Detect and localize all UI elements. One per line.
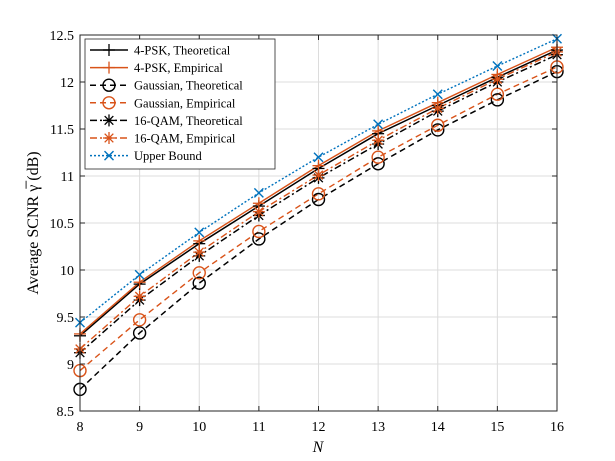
- series-5-point: [133, 290, 146, 303]
- x-tick-label: 12: [312, 420, 326, 435]
- legend-marker-6: [104, 150, 114, 161]
- series-line-3: [79, 66, 558, 372]
- x-tick-label: 14: [431, 420, 445, 435]
- legend-entry-5: 16-QAM, Empirical: [134, 132, 236, 146]
- x-tick-label: 10: [192, 420, 206, 435]
- x-tick-label: 16: [550, 420, 564, 435]
- legend-marker-4: [103, 114, 115, 127]
- legend-marker-5: [103, 132, 115, 144]
- series-2-point: [371, 157, 385, 171]
- series-6-point: [313, 152, 324, 163]
- series-5-point: [312, 169, 325, 182]
- legend-box: [84, 38, 276, 170]
- series-2-point: [490, 93, 505, 107]
- y-tick-label: 12.5: [50, 29, 75, 44]
- series-3-point: [431, 118, 445, 132]
- x-tick-label: 9: [136, 420, 143, 435]
- x-tick-label: 13: [371, 420, 385, 435]
- legend-entry-4: 16-QAM, Theoretical: [134, 114, 243, 128]
- y-tick-label: 11: [61, 170, 74, 185]
- x-tick-label: 15: [490, 420, 504, 435]
- y-tick-labels: 8.5 9 9.5 10 10.5 11 11.5 12 12.5: [50, 29, 75, 420]
- y-tick-label: 11.5: [50, 123, 74, 138]
- legend-entry-6: Upper Bound: [134, 149, 202, 163]
- axis-ticks: [79, 34, 558, 412]
- series-2-point: [192, 276, 206, 290]
- series-1-point: [193, 234, 206, 247]
- series-6-point: [432, 89, 443, 100]
- y-tick-label: 9: [67, 358, 74, 373]
- series-5-point: [372, 134, 385, 147]
- legend-marker-0: [103, 44, 115, 56]
- series-6-point: [492, 61, 503, 72]
- series-2-point: [311, 192, 326, 207]
- series-line-6: [79, 38, 558, 324]
- series-2-point: [431, 123, 445, 137]
- series-5-point: [193, 246, 206, 259]
- legend-entry-3: Gaussian, Empirical: [134, 96, 236, 110]
- series-3-point: [490, 87, 505, 101]
- series-1-point: [133, 276, 146, 289]
- legend-entry-0: 4-PSK, Theoretical: [134, 44, 231, 58]
- series-2-point: [132, 326, 147, 340]
- x-tick-labels: 8 9 10 11 12 13 14 15 16: [77, 420, 565, 435]
- legend: 4-PSK, Theoretical 4-PSK, Empirical Gaussi…: [84, 38, 276, 170]
- legend-entry-2: Gaussian, Theoretical: [134, 79, 243, 93]
- legend-marker-1: [103, 61, 115, 74]
- series-3-point: [132, 313, 147, 327]
- series-6-point: [194, 227, 205, 238]
- series-6-point: [373, 119, 384, 130]
- x-axis-title: N: [312, 439, 325, 456]
- series-3-point: [192, 266, 206, 280]
- legend-entry-1: 4-PSK, Empirical: [134, 61, 223, 75]
- legend-marker-3: [102, 96, 116, 110]
- y-tick-label: 12: [60, 76, 74, 91]
- y-tick-label: 8.5: [57, 405, 75, 420]
- series-3-point: [371, 150, 385, 164]
- series-2-point: [252, 232, 266, 246]
- y-tick-label: 10: [60, 264, 74, 279]
- series-5-point: [252, 205, 265, 218]
- y-axis-title: Average SCNR γ̅ (dB): [25, 151, 42, 294]
- series-5-point: [431, 102, 444, 115]
- series-3-point: [311, 187, 326, 201]
- series-6-point: [134, 269, 145, 280]
- legend-marker-2: [102, 78, 116, 92]
- y-tick-label: 9.5: [57, 311, 75, 326]
- series-3-point: [252, 224, 266, 239]
- x-tick-label: 8: [77, 420, 84, 435]
- series-6-point: [253, 187, 264, 198]
- series-5-point: [491, 73, 504, 86]
- x-tick-label: 11: [252, 420, 265, 435]
- y-tick-label: 10.5: [50, 217, 75, 232]
